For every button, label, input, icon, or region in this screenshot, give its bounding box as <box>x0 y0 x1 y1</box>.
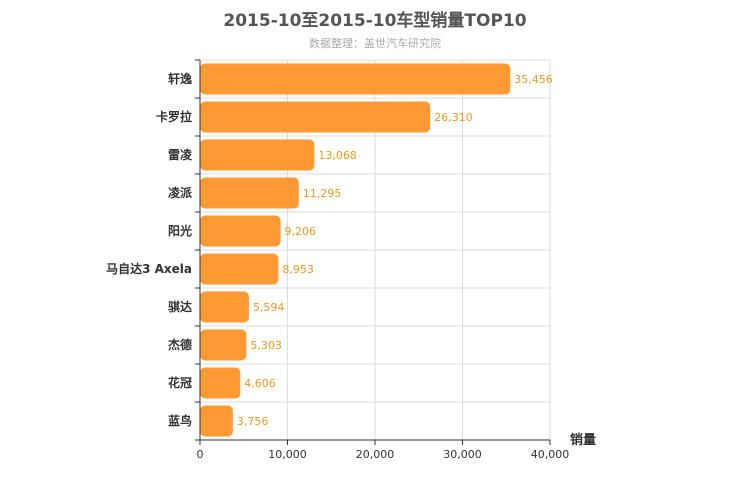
category-label: 杰德 <box>168 337 192 352</box>
x-tick-label: 30,000 <box>443 448 482 461</box>
data-label: 11,295 <box>303 187 342 200</box>
bar[interactable] <box>200 291 249 323</box>
data-label: 5,594 <box>253 301 285 314</box>
category-label: 凌派 <box>168 185 193 200</box>
x-tick-label: 20,000 <box>356 448 395 461</box>
bar[interactable] <box>200 367 241 399</box>
data-label: 35,456 <box>514 73 553 86</box>
category-label: 蓝鸟 <box>168 413 192 428</box>
bar[interactable] <box>200 405 233 437</box>
bar[interactable] <box>200 215 281 247</box>
bar[interactable] <box>200 139 315 171</box>
category-label: 骐达 <box>168 299 192 314</box>
chart-title: 2015-10至2015-10车型销量TOP10 <box>223 11 527 31</box>
bar[interactable] <box>200 177 299 209</box>
category-label: 阳光 <box>168 223 192 238</box>
bar[interactable] <box>200 329 247 361</box>
data-label: 3,756 <box>237 415 268 428</box>
chart-subtitle: 数据整理：盖世汽车研究院 <box>309 37 441 50</box>
category-label: 花冠 <box>168 375 192 390</box>
data-label: 13,068 <box>318 149 357 162</box>
x-axis-label: 销量 <box>570 432 596 448</box>
axes <box>195 59 551 445</box>
bar[interactable] <box>200 101 431 133</box>
data-label: 4,606 <box>244 377 275 390</box>
bars <box>200 63 511 437</box>
category-label: 卡罗拉 <box>156 109 192 124</box>
category-label: 轩逸 <box>168 71 192 86</box>
category-label: 马自达3 Axela <box>106 261 192 276</box>
data-label: 5,303 <box>250 339 282 352</box>
grid-lines <box>199 59 551 441</box>
data-label: 26,310 <box>434 111 473 124</box>
category-label: 雷凌 <box>168 147 193 162</box>
data-label: 9,206 <box>285 225 317 238</box>
x-tick-label: 0 <box>197 448 204 461</box>
x-tick-label: 40,000 <box>531 448 570 461</box>
bar[interactable] <box>200 253 279 285</box>
data-label: 8,953 <box>282 263 314 276</box>
x-tick-label: 10,000 <box>268 448 307 461</box>
x-tick-labels: 0 10,000 20,000 30,000 40,000 <box>197 448 570 461</box>
bar[interactable] <box>200 63 511 95</box>
data-labels: 35,456 26,310 13,068 11,295 9,206 8,953 5,594 5… <box>237 73 553 428</box>
